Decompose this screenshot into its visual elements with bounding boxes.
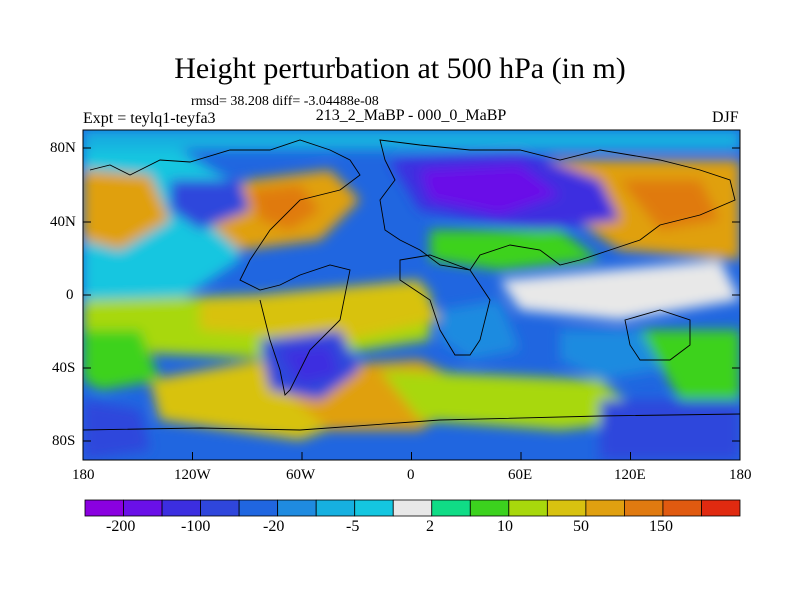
colorbar-label: 2 — [426, 518, 434, 535]
colorbar-label: -200 — [106, 518, 136, 535]
colorbar-box-light-gray — [392, 499, 433, 517]
colorbar-box-teal-green — [431, 499, 471, 517]
period-label: 213_2_MaBP - 000_0_MaBP — [315, 107, 507, 124]
colorbar-label: 50 — [573, 518, 589, 535]
colorbar-box-purple — [123, 499, 163, 517]
x-tick-label: 180 — [729, 467, 752, 483]
season-label: DJF — [712, 109, 739, 126]
colorbar-label: 10 — [497, 518, 513, 535]
colorbar-label: -5 — [346, 518, 360, 535]
colorbar-box-dark-orange — [624, 499, 664, 517]
colorbar-box-green — [469, 499, 510, 517]
colorbar-box-royal-blue — [238, 499, 279, 517]
stats-line: rmsd= 38.208 diff= -3.04488e-08 — [191, 94, 379, 109]
colorbar-box-azure — [277, 499, 317, 517]
x-tick-label: 60E — [508, 467, 533, 483]
experiment-label: Expt = teylq1-teyfa3 — [83, 110, 216, 127]
x-tick-label: 120E — [614, 467, 646, 483]
y-tick-label: 40S — [52, 360, 76, 376]
coastlines — [83, 139, 740, 431]
colorbar-box-orange — [585, 499, 625, 517]
colorbar-label: -20 — [263, 518, 285, 535]
x-tick-label: 60W — [286, 467, 316, 483]
colorbar-box-gold — [546, 499, 587, 517]
colorbar-box-violet — [84, 499, 124, 517]
colorbar-box-red-orange — [662, 499, 702, 517]
plot-title: Height perturbation at 500 hPa (in m) — [174, 52, 626, 85]
colorbar-label: 150 — [649, 518, 673, 535]
y-tick-label: 80S — [52, 433, 76, 449]
x-tick-label: 120W — [174, 467, 211, 483]
colorbar-box-cyan — [354, 499, 394, 517]
colorbar-label: -100 — [181, 518, 211, 535]
y-tick-label: 80N — [50, 140, 76, 156]
colorbar — [84, 499, 741, 517]
y-tick-label: 40N — [50, 214, 76, 230]
colorbar-box-red — [701, 499, 741, 517]
colorbar-box-yellow-green — [508, 499, 548, 517]
colorbar-box-sky-blue — [315, 499, 356, 517]
colorbar-box-indigo — [161, 499, 201, 517]
x-tick-label: 0 — [407, 467, 415, 483]
colorbar-box-blue — [200, 499, 240, 517]
y-tick-label: 0 — [66, 287, 74, 303]
height-perturbation-field — [83, 130, 740, 460]
x-tick-label: 180 — [72, 467, 95, 483]
axis-ticks — [82, 147, 741, 460]
